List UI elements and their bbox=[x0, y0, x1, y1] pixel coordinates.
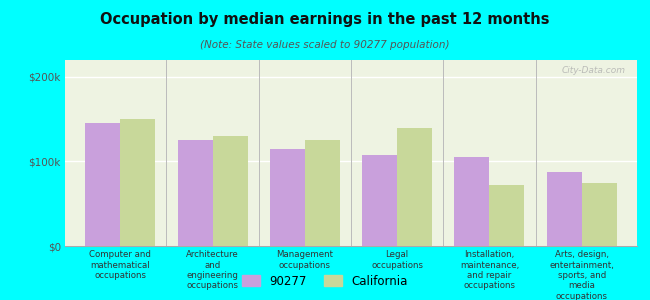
Bar bbox=[582, 183, 617, 246]
Text: City-Data.com: City-Data.com bbox=[562, 66, 625, 75]
Bar bbox=[397, 128, 432, 246]
Text: Occupation by median earnings in the past 12 months: Occupation by median earnings in the pas… bbox=[100, 12, 550, 27]
Bar bbox=[120, 119, 155, 246]
Bar bbox=[213, 136, 248, 246]
Bar bbox=[489, 185, 525, 246]
Bar bbox=[547, 172, 582, 246]
Bar bbox=[362, 155, 397, 246]
Legend: 90277, California: 90277, California bbox=[239, 271, 411, 291]
Bar bbox=[177, 140, 213, 246]
Bar bbox=[305, 140, 340, 246]
Bar bbox=[85, 123, 120, 246]
Text: (Note: State values scaled to 90277 population): (Note: State values scaled to 90277 popu… bbox=[200, 40, 450, 50]
Bar bbox=[270, 149, 305, 246]
Bar bbox=[454, 157, 489, 246]
